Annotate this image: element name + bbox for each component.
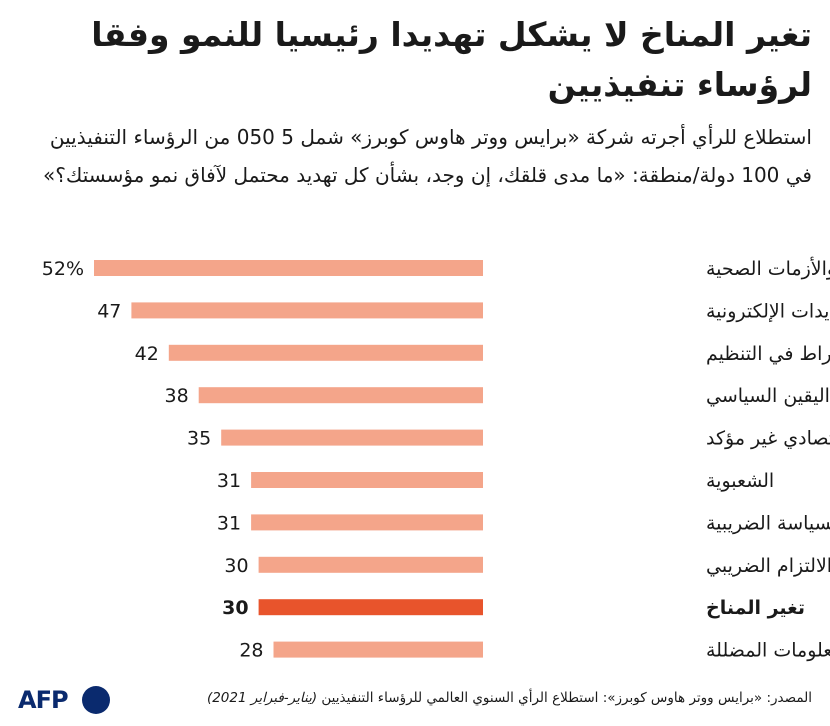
bar-6 bbox=[251, 472, 483, 488]
category-label-8: تعزيز الالتزام الضريبي bbox=[706, 555, 830, 577]
category-label-1: الأوبئة والأزمات الصحية bbox=[706, 257, 830, 280]
bar-8 bbox=[258, 556, 483, 573]
category-label-7: عدم اليقين في السياسة الضريبية bbox=[706, 512, 830, 534]
bar-9 bbox=[258, 599, 483, 616]
category-label-2: التهديدات الإلكترونية bbox=[706, 300, 830, 322]
category-label-5: نمو اقتصادي غير مؤكد bbox=[706, 428, 830, 450]
category-label-4: عدم اليقين السياسي bbox=[706, 385, 830, 407]
bar-4 bbox=[198, 387, 483, 404]
value-label-2: 47 bbox=[97, 300, 121, 322]
source-text: المصدر: «برايس ووتر هاوس كوبرز»: استطلاع… bbox=[321, 690, 812, 706]
source-note: المصدر: «برايس ووتر هاوس كوبرز»: استطلاع… bbox=[207, 686, 812, 710]
bar-chart: 52% الأوبئة والأزمات الصحية 47 التهديدات ال… bbox=[42, 257, 830, 662]
category-label-3: الإفراط في التنظيم bbox=[706, 343, 830, 365]
value-label-7: 31 bbox=[217, 512, 241, 534]
category-label-9: تغير المناخ bbox=[706, 597, 805, 619]
value-label-6: 31 bbox=[217, 470, 241, 492]
value-label-9: 30 bbox=[222, 597, 248, 619]
source-period: (يناير-فبراير 2021) bbox=[206, 690, 318, 706]
value-label-5: 35 bbox=[187, 428, 211, 450]
value-label-8: 30 bbox=[224, 555, 248, 577]
value-label-3: 42 bbox=[135, 343, 159, 365]
category-label-10: المعلومات المضللة bbox=[706, 640, 830, 662]
afp-logo-text: AFP bbox=[18, 686, 69, 714]
afp-logo: AFP bbox=[18, 683, 118, 717]
chart-title: تغير المناخ لا يشكل تهديدا رئيسيا للنمو … bbox=[91, 15, 812, 104]
afp-logo-circle-icon bbox=[82, 686, 110, 714]
value-label-4: 38 bbox=[165, 385, 189, 407]
bar-1 bbox=[94, 260, 483, 276]
bar-3 bbox=[168, 344, 484, 361]
chart-subtitle: استطلاع للرأي أجرته شركة «برايس ووتر هاو… bbox=[42, 125, 812, 187]
bar-2 bbox=[131, 302, 483, 319]
value-label-1: 52% bbox=[42, 258, 84, 280]
bar-7 bbox=[251, 514, 483, 531]
bar-5 bbox=[221, 429, 483, 446]
value-label-10: 28 bbox=[239, 640, 263, 662]
bar-10 bbox=[273, 641, 483, 658]
category-label-6: الشعبوية bbox=[706, 470, 774, 492]
